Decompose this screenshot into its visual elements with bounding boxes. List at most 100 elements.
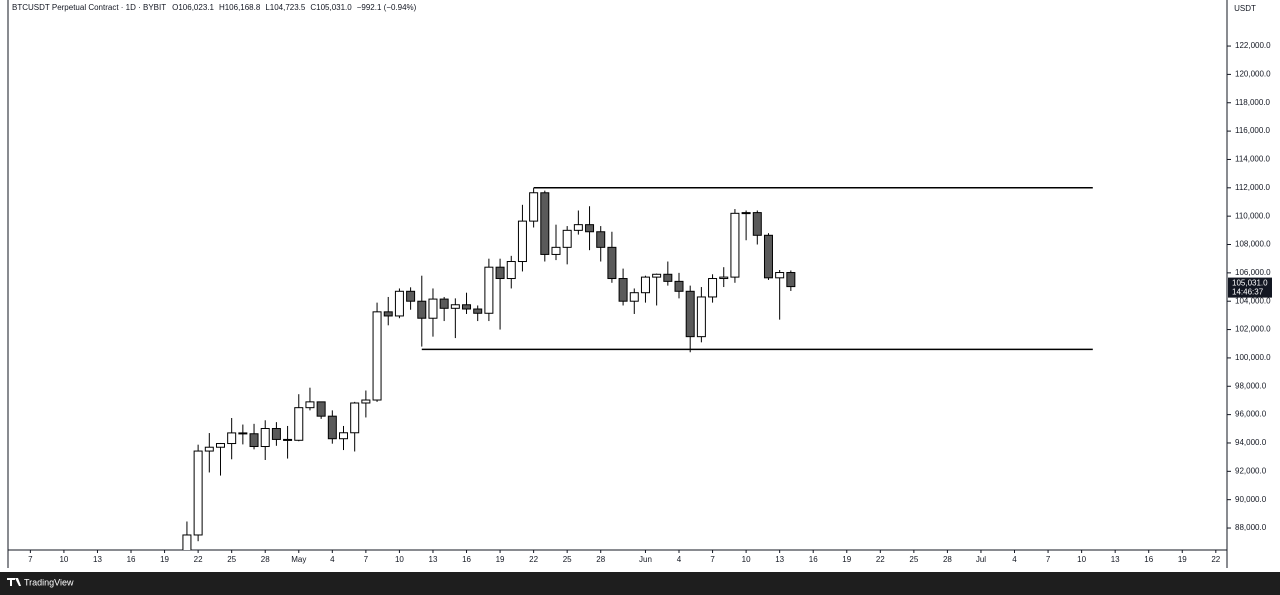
y-axis-label: USDT [1234, 4, 1256, 13]
last-price: 105,031.0 [1232, 279, 1268, 288]
candle-body [562, 229, 572, 248]
candle-body [596, 231, 606, 248]
candle-body [204, 446, 214, 452]
x-tick-label: 22 [1211, 555, 1220, 564]
x-tick-label: Jun [639, 555, 652, 564]
x-tick-label: 25 [909, 555, 918, 564]
x-tick-label: 28 [596, 555, 605, 564]
candle-body [305, 401, 315, 409]
x-tick-label: 19 [1178, 555, 1187, 564]
candle-body [786, 272, 796, 288]
candle-body [551, 246, 561, 255]
y-tick-label: 90,000.0 [1235, 495, 1267, 504]
candle-body [506, 261, 516, 280]
y-tick-label: 120,000.0 [1235, 70, 1271, 79]
candle-body [249, 433, 259, 448]
countdown: 14:46:37 [1232, 288, 1264, 297]
x-tick-label: 10 [59, 555, 68, 564]
x-tick-label: 19 [842, 555, 851, 564]
candle-body [417, 300, 427, 319]
y-tick-label: 118,000.0 [1235, 98, 1271, 107]
y-tick-label: 102,000.0 [1235, 325, 1271, 334]
candle-body [361, 399, 371, 404]
candle-body [394, 290, 404, 317]
x-tick-label: 13 [1111, 555, 1120, 564]
brand-logo [7, 578, 21, 586]
candle-body [215, 443, 225, 448]
x-tick-label: 7 [1046, 555, 1051, 564]
x-tick-label: 25 [227, 555, 236, 564]
candle-body [484, 266, 494, 314]
chart-title: BTCUSDT Perpetual Contract · 1D · BYBIT [12, 3, 166, 12]
x-tick-label: Jul [976, 555, 986, 564]
candle-body [708, 278, 718, 298]
candle-body [663, 273, 673, 282]
y-tick-label: 98,000.0 [1235, 381, 1267, 390]
candle-body [473, 308, 483, 314]
candle-body [719, 276, 729, 280]
candle-body [182, 534, 192, 550]
ohlc-value: H106,168.8 [219, 3, 261, 12]
x-tick-label: 28 [943, 555, 952, 564]
candle-body [685, 290, 695, 338]
candle-body [350, 402, 360, 434]
x-tick-label: 4 [1012, 555, 1017, 564]
y-tick-label: 112,000.0 [1235, 183, 1271, 192]
candle-body [495, 266, 505, 280]
candle-body [372, 311, 382, 401]
candle-body [428, 298, 438, 319]
y-tick-label: 114,000.0 [1235, 155, 1271, 164]
x-tick-label: 22 [194, 555, 203, 564]
y-tick-label: 106,000.0 [1235, 268, 1271, 277]
x-tick-label: May [291, 555, 306, 564]
candle-body [339, 432, 349, 440]
x-tick-label: 19 [160, 555, 169, 564]
x-tick-label: 10 [395, 555, 404, 564]
x-tick-label: 22 [876, 555, 885, 564]
x-tick-label: 13 [429, 555, 438, 564]
candle-body [618, 278, 628, 302]
candle-body [573, 224, 583, 231]
candle-body [439, 298, 449, 309]
candle-body [383, 311, 393, 317]
x-tick-label: 16 [127, 555, 136, 564]
candle-body [316, 401, 326, 417]
candle-body [607, 246, 617, 280]
candle-body [696, 296, 706, 338]
candle-body [294, 407, 304, 441]
x-tick-label: 7 [364, 555, 369, 564]
candle-body [652, 273, 662, 278]
candle-body [238, 432, 248, 435]
candle-body [540, 192, 550, 255]
plot-area [182, 187, 1093, 550]
x-tick-label: 16 [809, 555, 818, 564]
footer-bar [0, 572, 1280, 595]
x-tick-label: 16 [462, 555, 471, 564]
candle-body [763, 234, 773, 279]
x-tick-label: 10 [742, 555, 751, 564]
candle-body [741, 212, 751, 215]
candle-body [529, 192, 539, 222]
y-tick-label: 108,000.0 [1235, 240, 1271, 249]
y-tick-label: 92,000.0 [1235, 466, 1267, 475]
candle-body [283, 438, 293, 441]
x-tick-label: 19 [496, 555, 505, 564]
candle-body [752, 212, 762, 236]
y-tick-label: 104,000.0 [1235, 296, 1271, 305]
x-tick-label: 7 [28, 555, 33, 564]
y-tick-label: 110,000.0 [1235, 211, 1271, 220]
candle-body [775, 272, 785, 279]
candle-body [629, 292, 639, 302]
candle-body [462, 304, 472, 310]
x-tick-label: 22 [529, 555, 538, 564]
x-tick-label: 4 [330, 555, 335, 564]
y-tick-label: 100,000.0 [1235, 353, 1271, 362]
ohlc-value: O106,023.1 [172, 3, 214, 12]
ohlc-value: −992.1 (−0.94%) [357, 3, 417, 12]
y-tick-label: 122,000.0 [1235, 41, 1271, 50]
last-price-badge [1228, 277, 1272, 298]
y-tick-label: 96,000.0 [1235, 410, 1267, 419]
brand: TradingView [24, 577, 74, 587]
